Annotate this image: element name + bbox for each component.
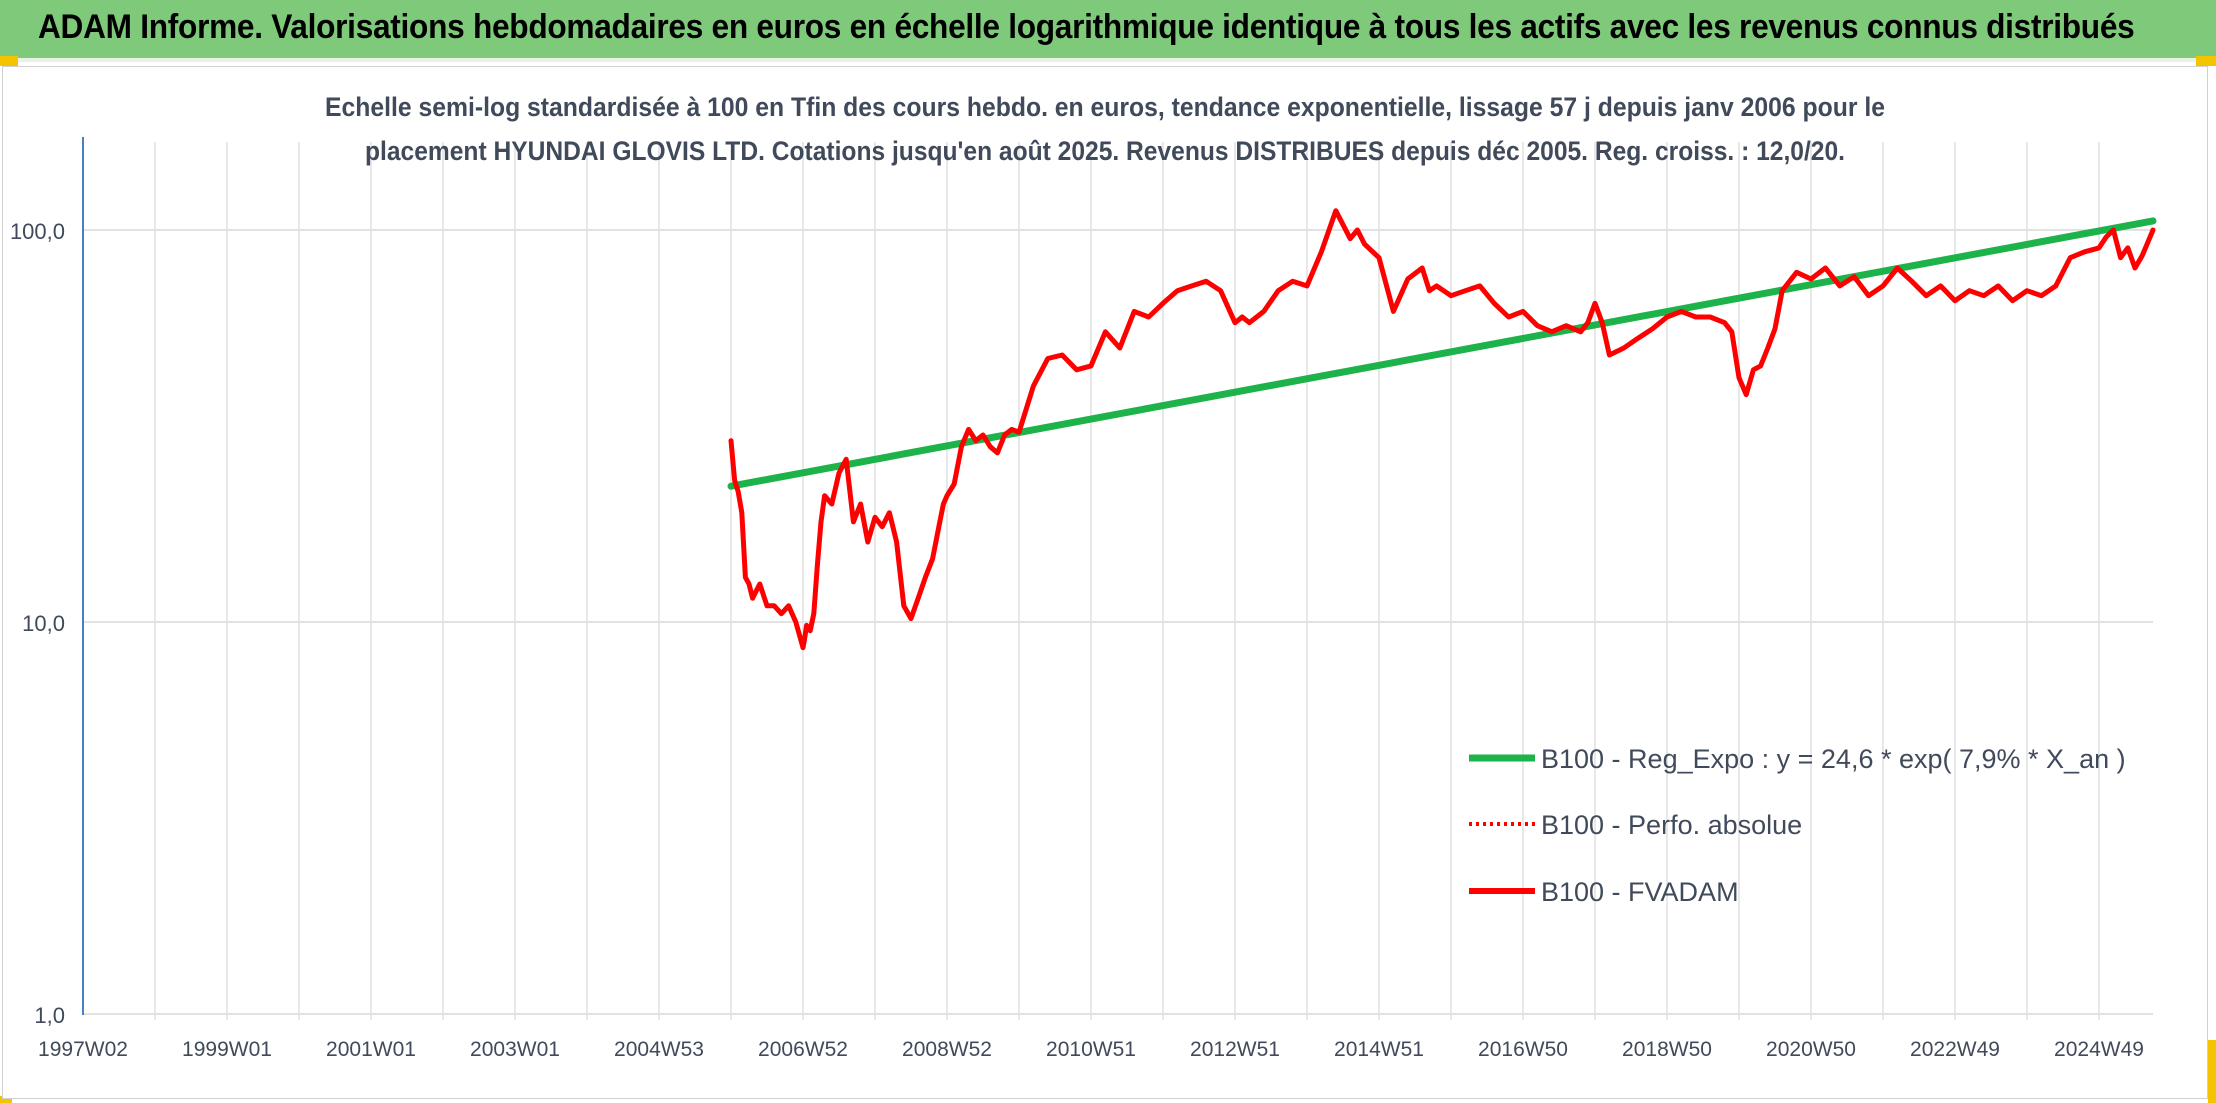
chart-panel: Echelle semi-log standardisée à 100 en T… bbox=[2, 66, 2208, 1099]
corner-marker-top-left bbox=[0, 56, 18, 66]
legend-label-perf: B100 - Perfo. absolue bbox=[1541, 810, 1802, 840]
x-tick-label: 2020W50 bbox=[1766, 1038, 1856, 1061]
x-tick-label: 2003W01 bbox=[470, 1038, 560, 1061]
corner-marker-top-right bbox=[2196, 56, 2216, 66]
legend: B100 - Reg_Expo : y = 24,6 * exp( 7,9% *… bbox=[1469, 744, 2126, 907]
x-axis-ticks: 1997W02 1999W01 2001W01 2003W01 2004W53 2006W… bbox=[38, 1038, 2144, 1061]
corner-marker-right-edge bbox=[2208, 1040, 2216, 1103]
legend-label-fvadam: B100 - FVADAM bbox=[1541, 877, 1739, 907]
x-tick-label: 2006W52 bbox=[758, 1038, 848, 1061]
x-tick-label: 2004W53 bbox=[614, 1038, 704, 1061]
x-tick-label: 1999W01 bbox=[182, 1038, 272, 1061]
gridlines bbox=[83, 142, 2153, 1020]
x-tick-label: 2008W52 bbox=[902, 1038, 992, 1061]
chart: Echelle semi-log standardisée à 100 en T… bbox=[10, 92, 2157, 1061]
x-tick-label: 2012W51 bbox=[1190, 1038, 1280, 1061]
x-tick-label: 2022W49 bbox=[1910, 1038, 2000, 1061]
y-tick-label: 100,0 bbox=[10, 219, 65, 244]
series-line-0 bbox=[727, 217, 2157, 490]
x-tick-label: 2010W51 bbox=[1046, 1038, 1136, 1061]
y-tick-label: 10,0 bbox=[22, 611, 65, 636]
legend-label-trend: B100 - Reg_Expo : y = 24,6 * exp( 7,9% *… bbox=[1541, 744, 2126, 774]
chart-title-line-2: placement HYUNDAI GLOVIS LTD. Cotations … bbox=[365, 136, 1845, 166]
x-tick-label: 2018W50 bbox=[1622, 1038, 1712, 1061]
y-axis-ticks: 100,0 10,0 1,0 bbox=[10, 219, 65, 1028]
x-tick-label: 2014W51 bbox=[1334, 1038, 1424, 1061]
x-tick-label: 1997W02 bbox=[38, 1038, 128, 1061]
report-banner: ADAM Informe. Valorisations hebdomadaire… bbox=[0, 0, 2216, 62]
report-title: ADAM Informe. Valorisations hebdomadaire… bbox=[38, 8, 2135, 46]
series-line-2 bbox=[728, 208, 2156, 651]
chart-title-line-1: Echelle semi-log standardisée à 100 en T… bbox=[325, 92, 1885, 122]
series-lines bbox=[727, 208, 2157, 651]
x-tick-label: 2016W50 bbox=[1478, 1038, 1568, 1061]
corner-marker-bottom-left bbox=[0, 1096, 12, 1103]
x-tick-label: 2024W49 bbox=[2054, 1038, 2144, 1061]
x-tick-label: 2001W01 bbox=[326, 1038, 416, 1061]
y-tick-label: 1,0 bbox=[34, 1003, 65, 1028]
